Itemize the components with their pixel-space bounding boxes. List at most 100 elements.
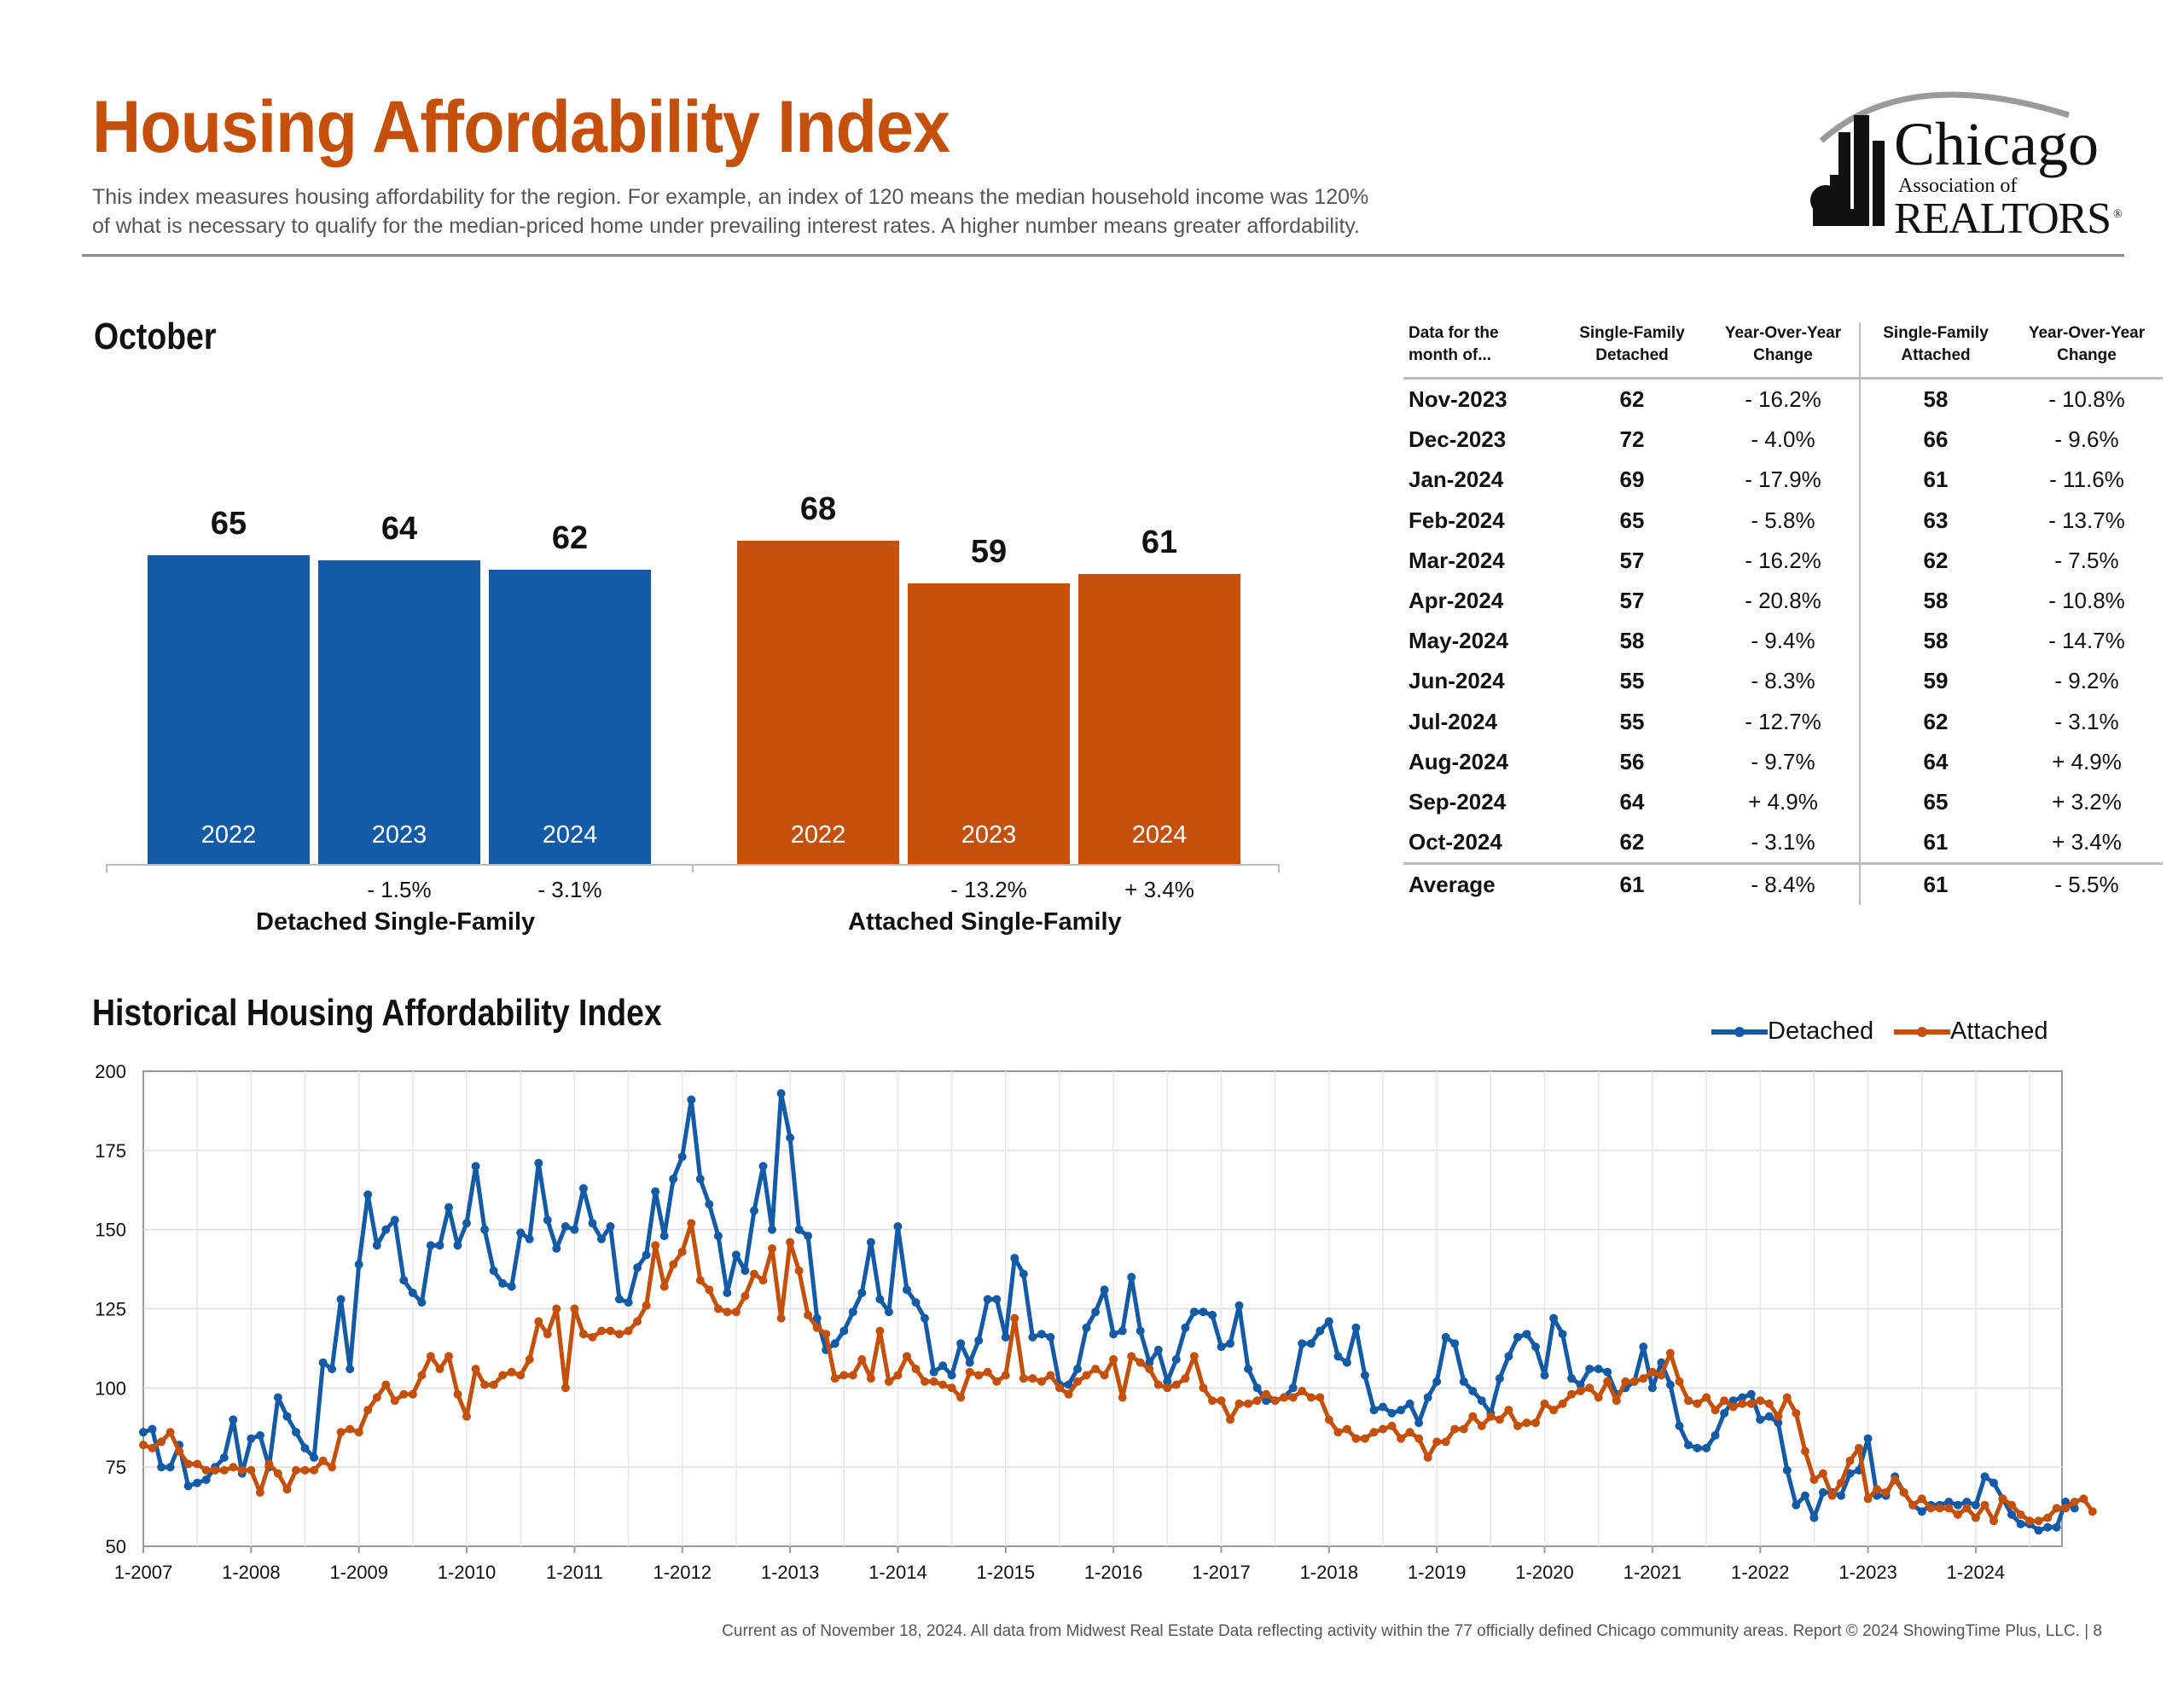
- data-point-attached: [1091, 1365, 1101, 1374]
- cell-attached: 65: [1923, 788, 1949, 815]
- legend-attached-marker: [1894, 1027, 1950, 1038]
- data-point-attached: [731, 1307, 741, 1317]
- data-point-detached: [390, 1215, 399, 1225]
- data-point-attached: [758, 1276, 768, 1285]
- y-tick-label: 50: [106, 1536, 126, 1557]
- data-point-detached: [480, 1225, 490, 1234]
- data-point-detached: [139, 1428, 148, 1437]
- data-point-detached: [2043, 1522, 2053, 1532]
- data-point-detached: [804, 1232, 813, 1241]
- data-point-attached: [346, 1424, 355, 1434]
- data-point-attached: [1665, 1348, 1675, 1358]
- data-point-detached: [956, 1339, 966, 1348]
- data-point-attached: [300, 1465, 310, 1475]
- cell-detached-change: - 8.3%: [1707, 661, 1861, 702]
- data-point-attached: [507, 1367, 516, 1377]
- data-point-detached: [1603, 1367, 1612, 1377]
- data-point-detached: [903, 1285, 911, 1295]
- data-point-detached: [750, 1206, 758, 1215]
- data-point-detached: [166, 1463, 175, 1472]
- cell-month: Oct-2024: [1409, 829, 1502, 855]
- data-point-attached: [1010, 1313, 1019, 1323]
- data-point-attached: [1944, 1504, 1954, 1513]
- cell-month: Sep-2024: [1409, 788, 1507, 815]
- table-average-row: Average 61 - 8.4% 61 - 5.5%: [1403, 863, 2163, 906]
- data-point-attached: [830, 1374, 839, 1383]
- data-point-attached: [1935, 1504, 1944, 1513]
- data-point-detached: [1118, 1326, 1127, 1336]
- data-point-detached: [1001, 1332, 1010, 1342]
- data-point-attached: [2025, 1516, 2035, 1526]
- data-point-detached: [857, 1288, 867, 1297]
- data-point-attached: [372, 1393, 381, 1402]
- data-point-attached: [336, 1428, 346, 1437]
- data-point-attached: [292, 1465, 300, 1475]
- bar-attached-2024: [1078, 574, 1240, 864]
- data-point-detached: [354, 1260, 363, 1269]
- data-point-attached: [1540, 1399, 1549, 1408]
- data-point-detached: [884, 1307, 893, 1317]
- data-point-attached: [1127, 1352, 1136, 1361]
- bar-value-label: 59: [970, 534, 1008, 571]
- data-point-attached: [911, 1365, 921, 1374]
- data-point-detached: [1046, 1332, 1055, 1342]
- cell-month: Aug-2024: [1409, 748, 1509, 774]
- data-point-attached: [1252, 1396, 1262, 1406]
- cell-attached: 62: [1923, 547, 1949, 573]
- data-point-detached: [229, 1415, 238, 1424]
- data-point-detached: [1073, 1365, 1082, 1374]
- data-point-detached: [974, 1336, 984, 1345]
- data-point-attached: [1657, 1371, 1666, 1380]
- data-point-detached: [435, 1241, 444, 1250]
- data-point-detached: [201, 1475, 211, 1484]
- data-point-attached: [1387, 1421, 1397, 1430]
- data-point-attached: [597, 1326, 606, 1336]
- data-point-detached: [1153, 1345, 1163, 1354]
- data-point-attached: [1037, 1377, 1046, 1386]
- data-point-detached: [471, 1162, 480, 1171]
- data-point-detached: [489, 1266, 498, 1275]
- cell-attached-change: + 3.2%: [2052, 788, 2122, 815]
- data-point-detached: [1594, 1365, 1603, 1374]
- data-point-detached: [561, 1222, 570, 1231]
- data-point-detached: [1549, 1313, 1559, 1323]
- data-point-attached: [921, 1377, 929, 1386]
- cell-attached-change: - 3.1%: [2054, 708, 2119, 734]
- data-point-detached: [255, 1431, 264, 1440]
- footer-note: Current as of November 18, 2024. All dat…: [722, 1622, 2102, 1640]
- x-tick-label: 1-2023: [1838, 1562, 1897, 1583]
- data-point-attached: [1809, 1475, 1819, 1484]
- cell-attached-change: + 3.4%: [2052, 829, 2122, 855]
- data-point-detached: [1792, 1500, 1801, 1510]
- data-point-detached: [1333, 1352, 1343, 1361]
- data-point-attached: [1145, 1365, 1154, 1374]
- data-point-detached: [1746, 1389, 1756, 1399]
- data-point-detached: [157, 1463, 166, 1472]
- x-tick-label: 1-2022: [1731, 1562, 1790, 1583]
- data-point-detached: [1037, 1330, 1046, 1339]
- x-tick-label: 1-2016: [1084, 1562, 1143, 1583]
- data-point-detached: [363, 1190, 373, 1199]
- data-point-detached: [1324, 1317, 1333, 1326]
- cell-attached: 58: [1923, 588, 1949, 614]
- data-point-detached: [1738, 1393, 1747, 1402]
- data-point-attached: [183, 1459, 193, 1469]
- data-point-attached: [1693, 1399, 1702, 1408]
- data-point-detached: [1818, 1487, 1827, 1497]
- data-point-detached: [1863, 1434, 1873, 1443]
- data-point-attached: [1684, 1396, 1693, 1406]
- data-point-detached: [1962, 1498, 1972, 1506]
- data-point-detached: [768, 1225, 776, 1234]
- data-point-detached: [1369, 1406, 1379, 1415]
- data-point-detached: [1837, 1491, 1845, 1500]
- data-point-detached: [1720, 1409, 1729, 1417]
- y-tick-label: 175: [95, 1140, 126, 1162]
- data-point-attached: [2070, 1498, 2079, 1506]
- data-point-attached: [426, 1352, 435, 1361]
- data-point-attached: [848, 1371, 857, 1380]
- data-point-attached: [1647, 1367, 1657, 1377]
- legend-attached: Attached: [1894, 1017, 2048, 1046]
- data-point-attached: [578, 1330, 588, 1339]
- data-point-detached: [1252, 1383, 1262, 1393]
- data-point-attached: [1333, 1428, 1343, 1437]
